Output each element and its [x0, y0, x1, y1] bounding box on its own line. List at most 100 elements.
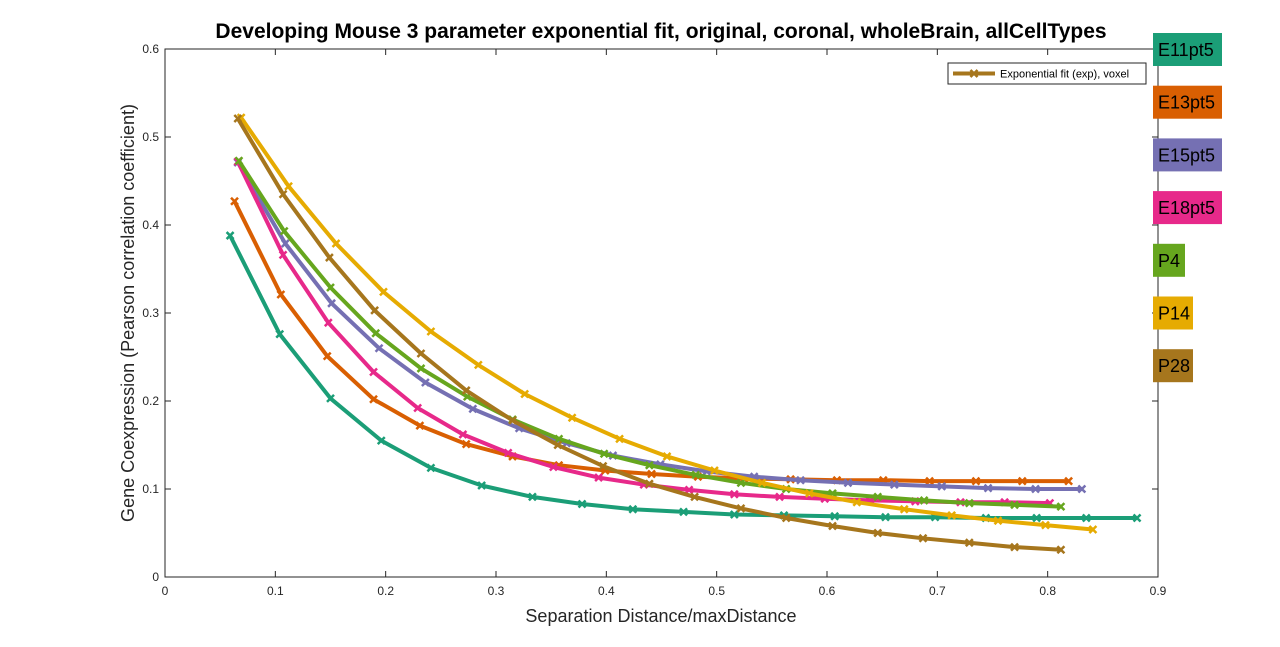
x-tick-label: 0.2	[377, 584, 394, 598]
data-point-e18pt5	[503, 448, 513, 458]
x-tick-label: 0.3	[488, 584, 505, 598]
data-point-p4	[234, 156, 244, 166]
x-tick-label: 0.4	[598, 584, 615, 598]
side-label-text: E11pt5	[1158, 40, 1214, 60]
data-point-e11pt5	[275, 329, 285, 339]
data-point-p14	[662, 452, 672, 461]
data-point-p4	[279, 226, 289, 236]
data-point-p14	[520, 389, 530, 399]
data-point-p14	[757, 478, 767, 488]
data-point-p4	[1056, 502, 1066, 511]
x-tick-label: 0.5	[708, 584, 725, 598]
data-point-e11pt5	[830, 511, 840, 521]
data-point-e18pt5	[458, 430, 468, 439]
data-point-e18pt5	[729, 489, 739, 499]
data-point-p14	[1088, 525, 1098, 534]
data-point-e18pt5	[548, 462, 558, 472]
data-point-p14	[852, 497, 862, 507]
data-point-p4	[1010, 500, 1019, 510]
data-point-p4	[326, 283, 335, 292]
series-p28	[233, 114, 1066, 555]
data-point-p28	[644, 479, 654, 489]
side-label-e13pt5: E13pt5	[1153, 85, 1222, 119]
data-point-p14	[331, 239, 341, 248]
data-point-p14	[899, 504, 909, 514]
data-point-p14	[804, 489, 814, 498]
data-point-e18pt5	[594, 473, 603, 482]
data-point-e15pt5	[280, 239, 290, 248]
data-point-e15pt5	[796, 475, 805, 485]
data-point-p28	[508, 415, 517, 425]
data-point-p28	[416, 349, 426, 358]
axis-ticks: 0 0.1 0.2 0.3 0.4 0.5 0.6 0.7 0.8 0.9 0 0.1 0.2 0.3 0.…	[142, 42, 1166, 598]
data-point-p14	[426, 327, 436, 336]
data-point-p28	[828, 521, 837, 531]
data-point-e18pt5	[684, 485, 694, 495]
data-point-e11pt5	[326, 393, 335, 403]
side-label-p4: P4	[1153, 243, 1185, 277]
series-layer	[225, 113, 1142, 555]
data-point-e15pt5	[843, 478, 853, 488]
x-tick-label: 0	[162, 584, 169, 598]
data-point-e13pt5	[1017, 476, 1027, 486]
data-point-p14	[947, 511, 957, 520]
side-label-text: E13pt5	[1158, 93, 1215, 113]
data-point-e15pt5	[1031, 484, 1040, 494]
y-tick-label: 0.6	[142, 42, 159, 56]
side-label-e18pt5: E18pt5	[1153, 191, 1222, 225]
y-tick-label: 0.1	[142, 482, 159, 496]
side-label-e15pt5: E15pt5	[1153, 138, 1222, 172]
plot-area	[164, 48, 1159, 578]
side-label-text: P14	[1158, 304, 1190, 324]
data-point-e11pt5	[729, 510, 739, 519]
data-point-p4	[873, 492, 883, 502]
data-point-p28	[873, 528, 883, 538]
side-label-box	[1153, 243, 1185, 277]
side-label-box	[1153, 349, 1193, 383]
data-point-e11pt5	[628, 504, 638, 514]
data-point-e11pt5	[1081, 513, 1091, 523]
data-point-p14	[473, 360, 483, 370]
x-tick-label: 0.9	[1150, 584, 1167, 598]
data-point-e13pt5	[925, 476, 934, 486]
chart-title: Developing Mouse 3 parameter exponential…	[215, 20, 1106, 43]
data-point-e18pt5	[278, 250, 288, 260]
data-point-e11pt5	[477, 481, 487, 490]
data-point-e11pt5	[225, 231, 235, 240]
data-point-p28	[1056, 545, 1066, 555]
data-point-p4	[691, 470, 701, 480]
data-point-e11pt5	[528, 492, 537, 502]
series-p4	[234, 156, 1066, 511]
data-point-e13pt5	[461, 439, 471, 449]
data-point-p14	[993, 516, 1003, 526]
legend-frame	[947, 62, 1147, 85]
data-point-p4	[416, 364, 426, 373]
data-point-e13pt5	[276, 290, 286, 299]
side-label-box	[1153, 138, 1222, 172]
y-tick-label: 0.5	[142, 130, 159, 144]
data-point-p14	[615, 434, 624, 444]
data-point-e13pt5	[322, 351, 332, 361]
data-point-p28	[781, 513, 791, 523]
data-point-p28	[325, 253, 334, 262]
side-label-text: E15pt5	[1158, 145, 1215, 165]
data-point-p28	[278, 189, 288, 199]
data-point-e15pt5	[327, 298, 336, 308]
side-label-box	[1153, 296, 1193, 330]
data-point-e11pt5	[881, 512, 890, 522]
data-point-e18pt5	[413, 403, 423, 413]
side-label-e11pt5: E11pt5	[1153, 33, 1222, 66]
side-label-box	[1153, 191, 1222, 225]
data-point-p28	[736, 503, 746, 513]
data-point-e11pt5	[1032, 513, 1042, 523]
data-point-p14	[1041, 520, 1050, 530]
x-tick-label: 0.8	[1039, 584, 1056, 598]
y-axis-label: Gene Coexpression (Pearson correlation c…	[118, 104, 138, 522]
data-point-e15pt5	[421, 378, 430, 387]
side-label-p14: P14	[1153, 296, 1193, 330]
data-point-p28	[553, 440, 563, 450]
data-point-e15pt5	[468, 404, 478, 414]
data-point-e18pt5	[775, 492, 784, 502]
data-point-p28	[1010, 542, 1019, 552]
